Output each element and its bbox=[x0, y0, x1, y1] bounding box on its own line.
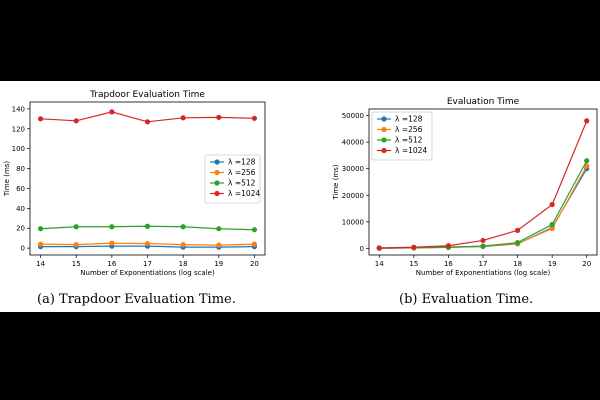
x-tick-label: 15 bbox=[409, 260, 418, 268]
data-point bbox=[73, 118, 79, 124]
legend-label: λ =512 bbox=[228, 179, 256, 188]
legend-swatch-marker bbox=[381, 137, 387, 143]
x-tick-label: 17 bbox=[143, 260, 152, 268]
data-point bbox=[549, 225, 555, 232]
legend-label: λ =256 bbox=[228, 168, 256, 177]
caption-a: (a) Trapdoor Evaluation Time. bbox=[37, 292, 236, 307]
legend-label: λ =1024 bbox=[395, 146, 427, 155]
x-tick-label: 15 bbox=[72, 260, 81, 268]
legend-swatch-marker bbox=[214, 190, 220, 197]
x-tick-label: 17 bbox=[479, 260, 488, 268]
legend-label: λ =512 bbox=[395, 136, 423, 145]
y-tick-label: 100 bbox=[12, 145, 25, 153]
data-point bbox=[445, 243, 452, 249]
caption-b: (b) Evaluation Time. bbox=[399, 292, 534, 307]
data-point bbox=[73, 242, 79, 248]
series-line-1 bbox=[379, 165, 588, 249]
legend-swatch-marker bbox=[214, 169, 220, 176]
y-tick-label: 40000 bbox=[342, 139, 364, 147]
data-point bbox=[251, 115, 258, 121]
legend-box bbox=[204, 154, 261, 204]
series-line-0 bbox=[379, 168, 588, 249]
x-axis-label: Number of Exponentiations (log scale) bbox=[80, 269, 215, 277]
data-point bbox=[514, 239, 521, 246]
y-tick-label: 60 bbox=[16, 185, 25, 193]
x-axis-label: Number of Exponentiations (log scale) bbox=[416, 269, 551, 277]
data-point bbox=[144, 119, 151, 125]
y-tick-label: 120 bbox=[12, 125, 25, 133]
data-point bbox=[584, 163, 590, 169]
y-tick-label: 80 bbox=[16, 165, 25, 173]
x-tick-label: 19 bbox=[214, 260, 223, 268]
x-tick-label: 16 bbox=[444, 260, 453, 268]
data-point bbox=[109, 224, 115, 230]
y-tick-label: 40 bbox=[16, 205, 25, 213]
legend-swatch-marker bbox=[381, 116, 387, 122]
data-point bbox=[37, 241, 44, 247]
data-point bbox=[376, 245, 382, 251]
y-tick-label: 20000 bbox=[342, 192, 364, 200]
data-point bbox=[480, 237, 486, 244]
x-tick-label: 18 bbox=[513, 260, 522, 268]
y-tick-label: 50000 bbox=[342, 112, 364, 120]
figure-panel: Trapdoor Evaluation Time 14 15 16 17 18 19 20 0 2… bbox=[0, 81, 600, 312]
legend-label: λ =128 bbox=[228, 158, 256, 167]
chart-trapdoor-evaluation-time: Trapdoor Evaluation Time 14 15 16 17 18 19 20 0 2… bbox=[3, 90, 266, 277]
legend-swatch-marker bbox=[381, 126, 387, 133]
legend-label: λ =128 bbox=[395, 115, 423, 124]
chart-title: Trapdoor Evaluation Time bbox=[89, 90, 205, 100]
data-point bbox=[180, 115, 186, 121]
x-tick-label: 20 bbox=[250, 260, 259, 268]
legend-swatch-marker bbox=[381, 147, 387, 154]
legend-box bbox=[371, 111, 433, 161]
y-tick-label: 20 bbox=[16, 225, 25, 233]
data-point bbox=[251, 227, 258, 233]
data-point bbox=[37, 226, 44, 232]
data-point bbox=[514, 227, 521, 233]
data-point bbox=[251, 241, 258, 247]
legend-label: λ =1024 bbox=[228, 189, 260, 198]
legend-label: λ =256 bbox=[395, 125, 423, 134]
y-tick-label: 140 bbox=[12, 105, 25, 113]
data-point bbox=[480, 243, 486, 249]
x-tick-label: 14 bbox=[36, 260, 45, 268]
data-point bbox=[584, 158, 590, 164]
data-point bbox=[584, 118, 590, 124]
data-point bbox=[216, 226, 222, 232]
data-point bbox=[109, 240, 115, 246]
x-tick-label: 20 bbox=[582, 260, 591, 268]
data-point bbox=[109, 109, 115, 115]
legend-swatch-marker bbox=[214, 180, 220, 186]
y-tick-label: 10000 bbox=[342, 218, 364, 226]
x-tick-label: 14 bbox=[375, 260, 384, 268]
series-line-2 bbox=[379, 160, 588, 249]
y-tick-label: 30000 bbox=[342, 165, 364, 173]
legend-swatch-marker bbox=[214, 159, 220, 165]
x-tick-label: 16 bbox=[107, 260, 116, 268]
data-point bbox=[73, 224, 79, 230]
x-tick-label: 18 bbox=[179, 260, 188, 268]
data-point bbox=[216, 114, 222, 120]
chart-evaluation-time: Evaluation Time 14 15 16 17 18 19 20 0 10000 20000… bbox=[332, 97, 598, 277]
x-tick-label: 19 bbox=[548, 260, 557, 268]
y-tick-label: 0 bbox=[21, 245, 25, 253]
y-tick-label: 0 bbox=[360, 245, 364, 253]
chart-title: Evaluation Time bbox=[447, 97, 520, 107]
data-point bbox=[216, 242, 222, 248]
data-point bbox=[411, 244, 417, 250]
data-point bbox=[144, 241, 151, 247]
data-point bbox=[144, 223, 151, 229]
y-axis-label: Time (ms) bbox=[332, 164, 340, 201]
data-point bbox=[180, 242, 186, 248]
y-axis-label: Time (ms) bbox=[3, 161, 11, 198]
data-point bbox=[37, 116, 44, 122]
data-point bbox=[549, 221, 555, 228]
data-point bbox=[180, 224, 186, 230]
data-point bbox=[549, 201, 555, 208]
